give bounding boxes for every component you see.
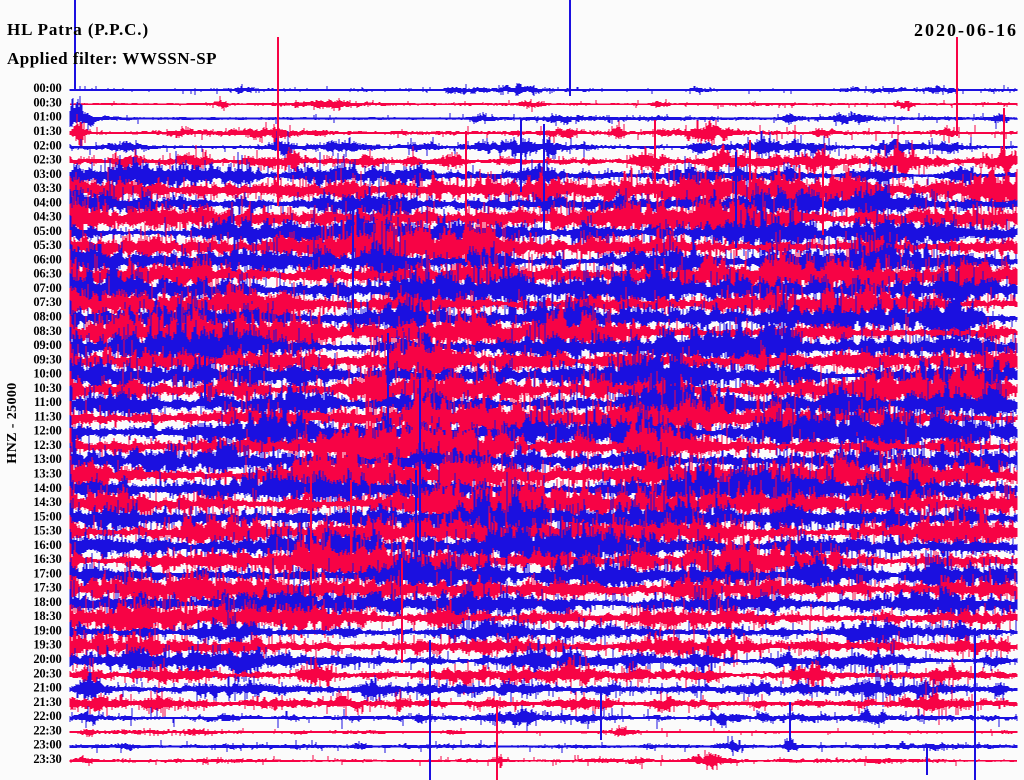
svg-text:09:30: 09:30 [33, 352, 61, 366]
svg-text:02:00: 02:00 [33, 138, 61, 152]
svg-text:15:00: 15:00 [33, 509, 61, 523]
svg-text:00:30: 00:30 [33, 96, 61, 110]
svg-text:15:30: 15:30 [33, 524, 61, 538]
svg-text:2020-06-16: 2020-06-16 [914, 20, 1018, 40]
svg-text:21:00: 21:00 [33, 681, 61, 695]
svg-text:23:00: 23:00 [33, 738, 61, 752]
svg-text:Applied filter: WWSSN-SP: Applied filter: WWSSN-SP [7, 49, 217, 68]
svg-text:12:30: 12:30 [33, 438, 61, 452]
svg-text:09:00: 09:00 [33, 338, 61, 352]
svg-text:06:00: 06:00 [33, 252, 61, 266]
svg-text:05:30: 05:30 [33, 238, 61, 252]
svg-text:HNZ - 25000: HNZ - 25000 [5, 382, 20, 463]
svg-text:06:30: 06:30 [33, 267, 61, 281]
svg-text:10:30: 10:30 [33, 381, 61, 395]
svg-text:17:00: 17:00 [33, 566, 61, 580]
svg-text:04:00: 04:00 [33, 195, 61, 209]
svg-text:02:30: 02:30 [33, 153, 61, 167]
svg-text:14:00: 14:00 [33, 481, 61, 495]
svg-text:08:00: 08:00 [33, 310, 61, 324]
svg-text:13:30: 13:30 [33, 467, 61, 481]
svg-text:01:30: 01:30 [33, 124, 61, 138]
svg-text:13:00: 13:00 [33, 452, 61, 466]
svg-text:18:00: 18:00 [33, 595, 61, 609]
svg-text:03:00: 03:00 [33, 167, 61, 181]
svg-text:11:00: 11:00 [34, 395, 61, 409]
svg-text:07:00: 07:00 [33, 281, 61, 295]
svg-text:11:30: 11:30 [34, 409, 61, 423]
svg-text:04:30: 04:30 [33, 210, 61, 224]
svg-text:05:00: 05:00 [33, 224, 61, 238]
svg-text:08:30: 08:30 [33, 324, 61, 338]
svg-text:16:00: 16:00 [33, 538, 61, 552]
svg-text:03:30: 03:30 [33, 181, 61, 195]
svg-text:18:30: 18:30 [33, 609, 61, 623]
svg-text:19:30: 19:30 [33, 638, 61, 652]
svg-text:22:00: 22:00 [33, 709, 61, 723]
svg-text:10:00: 10:00 [33, 367, 61, 381]
svg-text:23:30: 23:30 [33, 752, 61, 766]
svg-text:20:30: 20:30 [33, 666, 61, 680]
svg-text:19:00: 19:00 [33, 624, 61, 638]
svg-text:22:30: 22:30 [33, 723, 61, 737]
svg-text:21:30: 21:30 [33, 695, 61, 709]
svg-text:12:00: 12:00 [33, 424, 61, 438]
svg-text:14:30: 14:30 [33, 495, 61, 509]
svg-text:16:30: 16:30 [33, 552, 61, 566]
svg-text:HL Patra (P.P.C.): HL Patra (P.P.C.) [7, 20, 149, 39]
svg-text:17:30: 17:30 [33, 581, 61, 595]
svg-text:00:00: 00:00 [33, 81, 61, 95]
svg-text:07:30: 07:30 [33, 295, 61, 309]
svg-text:01:00: 01:00 [33, 110, 61, 124]
svg-text:20:00: 20:00 [33, 652, 61, 666]
